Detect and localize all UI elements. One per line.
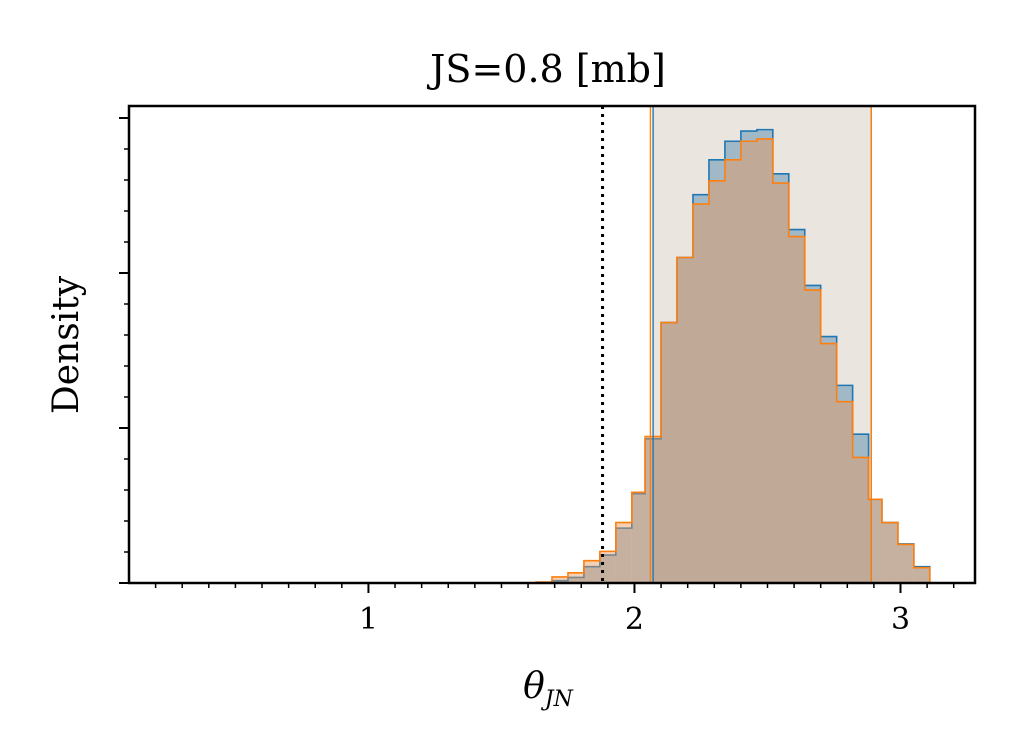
x-axis-label-main: θ bbox=[523, 666, 545, 707]
x-tick-label: 3 bbox=[891, 602, 910, 637]
histogram-bar bbox=[788, 229, 805, 583]
histogram-bar bbox=[804, 285, 821, 583]
plot-frame bbox=[127, 104, 977, 585]
histogram-bar bbox=[583, 566, 600, 583]
histogram-bar bbox=[583, 560, 600, 583]
histogram-bar bbox=[804, 290, 821, 583]
histogram-bar bbox=[724, 141, 741, 583]
chart-title: JS=0.8 [mb] bbox=[426, 47, 666, 91]
histogram-bar bbox=[599, 551, 616, 583]
histogram-bar bbox=[897, 544, 914, 583]
x-tick-label: 1 bbox=[359, 602, 378, 637]
histogram-bar bbox=[677, 257, 693, 583]
y-axis-ticks bbox=[119, 117, 129, 584]
x-axis-label-subscript: JN bbox=[541, 687, 574, 712]
x-axis-ticks: 1 2 3 bbox=[154, 583, 955, 637]
histogram-bar bbox=[836, 401, 853, 583]
histogram-bar bbox=[756, 129, 773, 583]
histogram-bar bbox=[820, 336, 837, 583]
histogram-bar bbox=[852, 457, 869, 583]
histogram-series-orange bbox=[535, 138, 938, 584]
histogram-bar bbox=[552, 576, 568, 583]
histogram-bar bbox=[724, 159, 741, 583]
histogram-bar bbox=[693, 204, 709, 583]
histogram-bar bbox=[677, 257, 693, 583]
x-axis-label: θJN bbox=[523, 666, 574, 712]
plot-area bbox=[535, 106, 938, 584]
histogram-bar bbox=[631, 493, 646, 583]
histogram-bar bbox=[615, 528, 632, 583]
histogram-bar bbox=[836, 385, 853, 583]
y-axis-label: Density bbox=[46, 275, 87, 414]
x-tick-label: 2 bbox=[625, 602, 644, 637]
histogram-bar bbox=[897, 543, 914, 583]
histogram-bar bbox=[740, 141, 757, 583]
histogram-series-blue bbox=[536, 128, 938, 584]
credible-interval-band bbox=[653, 106, 872, 583]
histogram-bar bbox=[708, 180, 725, 583]
histogram-bar bbox=[661, 322, 678, 583]
histogram-bar bbox=[820, 343, 837, 583]
histogram-bar bbox=[661, 322, 678, 583]
histogram-bar bbox=[708, 159, 725, 583]
histogram-bar bbox=[756, 138, 773, 584]
histogram-bar bbox=[772, 173, 789, 584]
histogram-bar bbox=[772, 183, 789, 583]
histogram-bar bbox=[693, 194, 709, 583]
histogram-bar bbox=[567, 577, 584, 583]
histogram-bar bbox=[852, 434, 869, 583]
histogram-bar bbox=[913, 566, 930, 583]
histogram-bar bbox=[567, 572, 584, 583]
histogram-bar bbox=[881, 522, 898, 583]
histogram-bar bbox=[631, 492, 646, 583]
histogram-bar bbox=[881, 522, 898, 583]
histogram-bar bbox=[913, 567, 930, 583]
histogram-bar bbox=[788, 236, 805, 583]
histogram-outline bbox=[535, 138, 938, 584]
histogram-bar bbox=[740, 131, 757, 583]
histogram-bar bbox=[615, 522, 632, 583]
